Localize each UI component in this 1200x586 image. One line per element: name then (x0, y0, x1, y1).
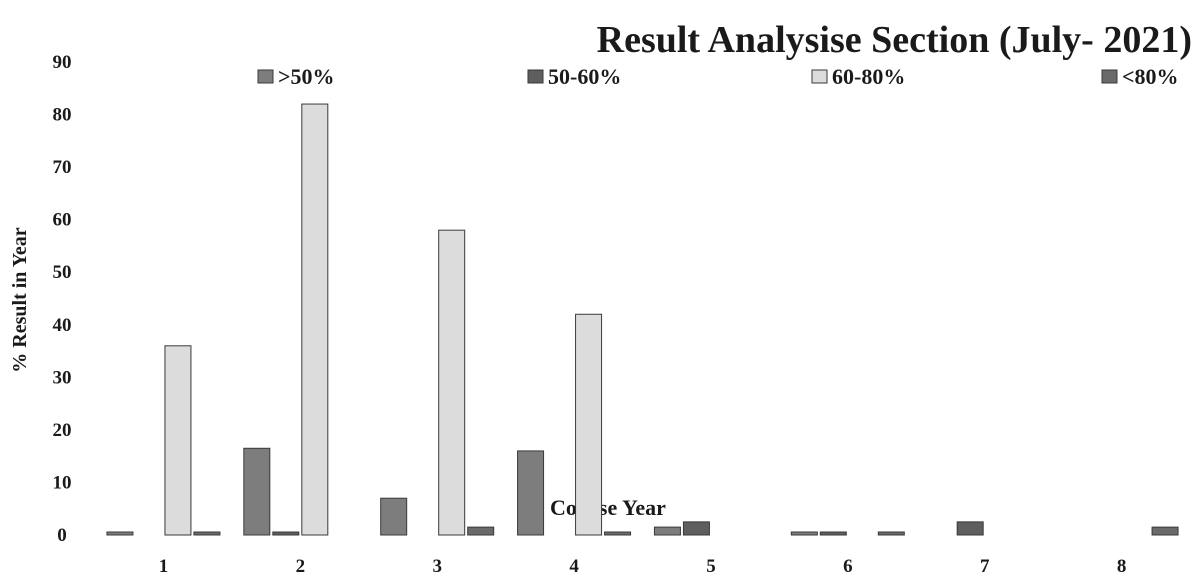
x-tick-label: 3 (432, 556, 442, 577)
legend-swatch (1101, 69, 1118, 84)
bar (877, 531, 905, 536)
bar (682, 521, 710, 536)
x-tick-label: 5 (706, 556, 716, 577)
y-tick-label: 90 (53, 52, 72, 73)
legend-label: 60-80% (832, 64, 905, 89)
y-tick-label: 20 (53, 420, 72, 441)
bar (517, 450, 545, 536)
y-tick-label: 60 (53, 210, 72, 231)
bar (193, 531, 221, 536)
bar (380, 497, 408, 536)
bar (653, 526, 681, 536)
bar (790, 531, 818, 536)
legend-label: >50% (278, 64, 335, 89)
legend-label: <80% (1122, 64, 1179, 89)
legend-label: 50-60% (548, 64, 621, 89)
y-tick-label: 80 (53, 105, 72, 126)
bar (301, 103, 329, 536)
y-tick-label: 30 (53, 367, 72, 388)
x-tick-label: 2 (296, 556, 306, 577)
x-tick-label: 8 (1117, 556, 1127, 577)
bar (604, 531, 632, 536)
y-tick-label: 0 (57, 525, 67, 546)
x-tick-label: 4 (569, 556, 579, 577)
x-axis-label: Course Year (550, 495, 666, 520)
legend-swatch (257, 69, 274, 84)
bar (956, 521, 984, 536)
y-tick-label: 50 (53, 262, 72, 283)
chart-title: Result Analysise Section (July- 2021) (597, 19, 1192, 61)
y-tick-label: 10 (53, 472, 72, 493)
x-axis-ticks: 1 2 3 4 5 6 7 8 (159, 556, 1127, 577)
y-axis-label: % Result in Year (9, 227, 31, 372)
bar (438, 229, 466, 536)
legend-swatch (811, 69, 828, 84)
x-tick-label: 7 (980, 556, 990, 577)
y-axis-ticks: 0 10 20 30 40 50 60 70 80 90 (53, 52, 72, 546)
bar (467, 526, 495, 536)
bar (819, 531, 847, 536)
y-tick-label: 40 (53, 315, 72, 336)
bar (575, 313, 603, 536)
x-tick-label: 6 (843, 556, 853, 577)
bars (106, 103, 1179, 536)
bar (243, 447, 271, 536)
bar (106, 531, 134, 536)
bar (272, 531, 300, 536)
legend: >50% 50-60% 60-80% <80% (257, 64, 1179, 89)
bar (164, 345, 192, 536)
legend-swatch (527, 69, 544, 84)
y-tick-label: 70 (53, 157, 72, 178)
bar (1151, 526, 1179, 536)
x-tick-label: 1 (159, 556, 169, 577)
